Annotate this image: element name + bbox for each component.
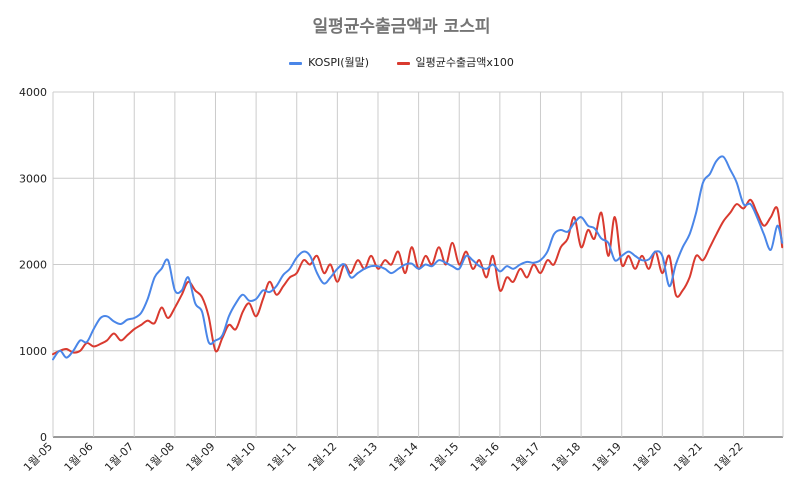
- y-tick-label: 4000: [19, 86, 47, 99]
- x-tick-label: 1월-07: [102, 440, 136, 474]
- x-tick-label: 1월-13: [346, 440, 380, 474]
- y-tick-label: 2000: [19, 259, 47, 272]
- x-tick-label: 1월-19: [590, 440, 624, 474]
- x-tick-label: 1월-10: [224, 440, 258, 474]
- x-tick-label: 1월-22: [712, 440, 746, 474]
- x-tick-label: 1월-06: [62, 440, 96, 474]
- x-tick-label: 1월-17: [509, 440, 543, 474]
- series-line-kospi: [53, 156, 782, 359]
- x-tick-label: 1월-11: [265, 440, 299, 474]
- x-tick-label: 1월-09: [184, 440, 218, 474]
- x-tick-label: 1월-08: [143, 440, 177, 474]
- x-tick-label: 1월-20: [630, 440, 664, 474]
- x-tick-label: 1월-15: [427, 440, 461, 474]
- x-tick-label: 1월-18: [549, 440, 583, 474]
- y-tick-label: 3000: [19, 172, 47, 185]
- x-tick-label: 1월-14: [387, 440, 421, 474]
- y-tick-label: 1000: [19, 345, 47, 358]
- x-tick-label: 1월-16: [468, 440, 502, 474]
- x-tick-label: 1월-12: [305, 440, 339, 474]
- x-tick-label: 1월-21: [671, 440, 705, 474]
- x-tick-label: 1월-05: [21, 440, 55, 474]
